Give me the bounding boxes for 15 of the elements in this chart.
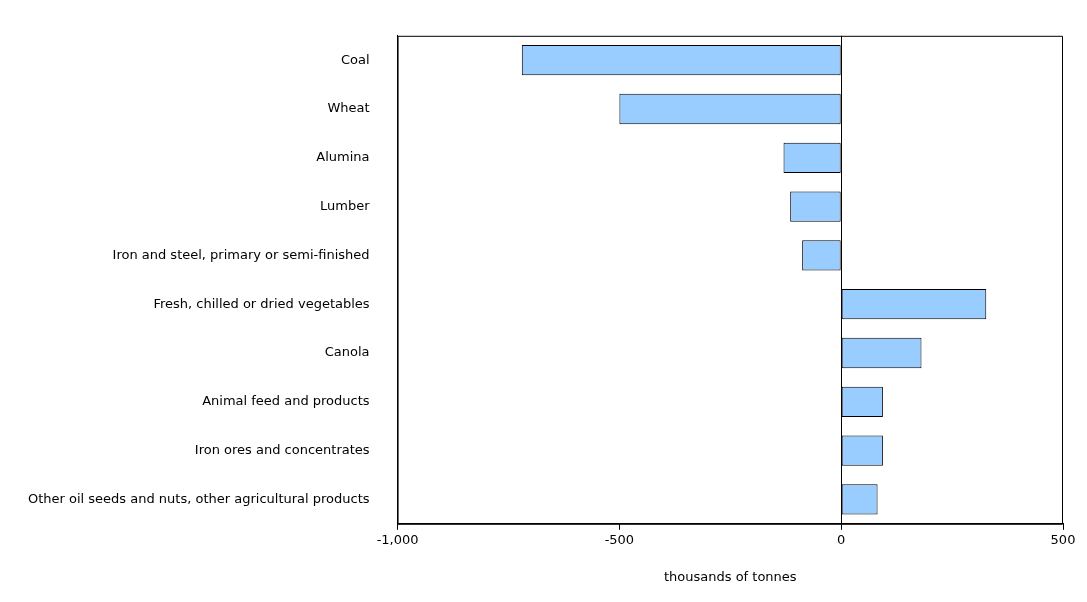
y-tick-label: Canola	[324, 344, 370, 360]
y-tick-label: Coal	[340, 51, 370, 67]
y-tick-label: Lumber	[320, 197, 371, 213]
x-tick-label: -1,000	[376, 531, 419, 547]
y-tick-label: Iron and steel, primary or semi-finished	[112, 246, 370, 262]
y-tick-label: Fresh, chilled or dried vegetables	[153, 295, 370, 311]
x-axis-title: thousands of tonnes	[663, 568, 797, 584]
y-tick-label: Animal feed and products	[202, 393, 370, 409]
x-tick-label: 500	[1050, 531, 1076, 547]
x-tick-label: 0	[837, 531, 846, 547]
y-tick-label: Wheat	[327, 100, 370, 116]
y-tick-label: Other oil seeds and nuts, other agricultural products	[27, 490, 370, 506]
y-tick-label: Alumina	[316, 149, 370, 165]
y-tick-label: Iron ores and concentrates	[194, 441, 370, 457]
x-tick-label: -500	[604, 531, 635, 547]
